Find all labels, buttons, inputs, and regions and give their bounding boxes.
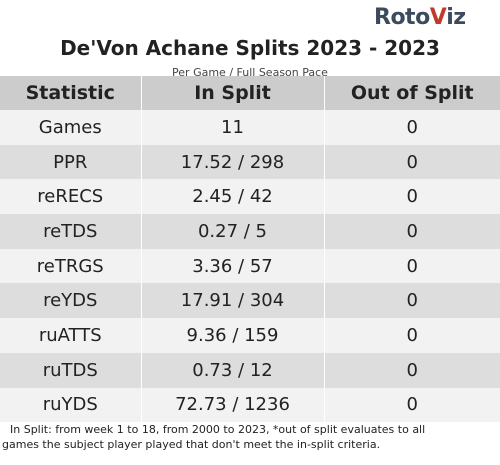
cell-in-split: 3.36 / 57 [140, 248, 324, 284]
cell-out-of-split: 0 [323, 248, 500, 284]
cell-out-of-split: 0 [323, 387, 500, 423]
table-row: reYDS 17.91 / 304 0 [0, 283, 500, 319]
cell-statistic: reTRGS [0, 248, 141, 284]
page-subtitle: Per Game / Full Season Pace [172, 66, 328, 79]
cell-statistic: reTDS [0, 214, 141, 249]
table-row: ruATTS 9.36 / 159 0 [0, 318, 500, 353]
table-row: PPR 17.52 / 298 0 [0, 144, 500, 180]
cell-statistic: Games [0, 110, 141, 145]
logo-text-iz: iz [446, 4, 466, 30]
cell-in-split: 11 [140, 110, 324, 145]
table-row: ruTDS 0.73 / 12 0 [0, 352, 500, 388]
footnote-line-1: In Split: from week 1 to 18, from 2000 t… [10, 423, 426, 436]
cell-statistic: ruYDS [0, 387, 141, 423]
cell-out-of-split: 0 [323, 110, 500, 145]
logo-text-roto: Roto [374, 4, 430, 30]
cell-in-split: 2.45 / 42 [140, 179, 324, 215]
footnote: In Split: from week 1 to 18, from 2000 t… [0, 422, 500, 452]
logo-text-v: V [429, 4, 447, 30]
table-row: reTRGS 3.36 / 57 0 [0, 248, 500, 284]
table-row: reTDS 0.27 / 5 0 [0, 214, 500, 249]
cell-out-of-split: 0 [323, 179, 500, 215]
cell-out-of-split: 0 [323, 283, 500, 319]
cell-in-split: 9.36 / 159 [140, 318, 324, 353]
cell-out-of-split: 0 [323, 144, 500, 180]
cell-in-split: 0.27 / 5 [140, 214, 324, 249]
cell-out-of-split: 0 [323, 214, 500, 249]
cell-in-split: 17.91 / 304 [140, 283, 324, 319]
cell-statistic: ruTDS [0, 352, 141, 388]
table-header-row: Statistic In Split Out of Split [0, 76, 500, 110]
cell-out-of-split: 0 [323, 318, 500, 353]
table-row: Games 11 0 [0, 110, 500, 145]
cell-in-split: 0.73 / 12 [140, 352, 324, 388]
cell-in-split: 17.52 / 298 [140, 144, 324, 180]
cell-statistic: reYDS [0, 283, 141, 319]
cell-statistic: ruATTS [0, 318, 141, 353]
header-statistic: Statistic [0, 76, 141, 110]
page-title: De'Von Achane Splits 2023 - 2023 [60, 36, 440, 60]
cell-statistic: reRECS [0, 179, 141, 215]
splits-table: Statistic In Split Out of Split Games 11… [0, 76, 500, 423]
cell-statistic: PPR [0, 144, 141, 180]
cell-in-split: 72.73 / 1236 [140, 387, 324, 423]
header-in-split: In Split [140, 76, 324, 110]
table-row: ruYDS 72.73 / 1236 0 [0, 387, 500, 423]
header-out-of-split: Out of Split [323, 76, 500, 110]
cell-out-of-split: 0 [323, 352, 500, 388]
footnote-line-2: games the subject player played that don… [2, 438, 381, 451]
table-row: reRECS 2.45 / 42 0 [0, 179, 500, 215]
